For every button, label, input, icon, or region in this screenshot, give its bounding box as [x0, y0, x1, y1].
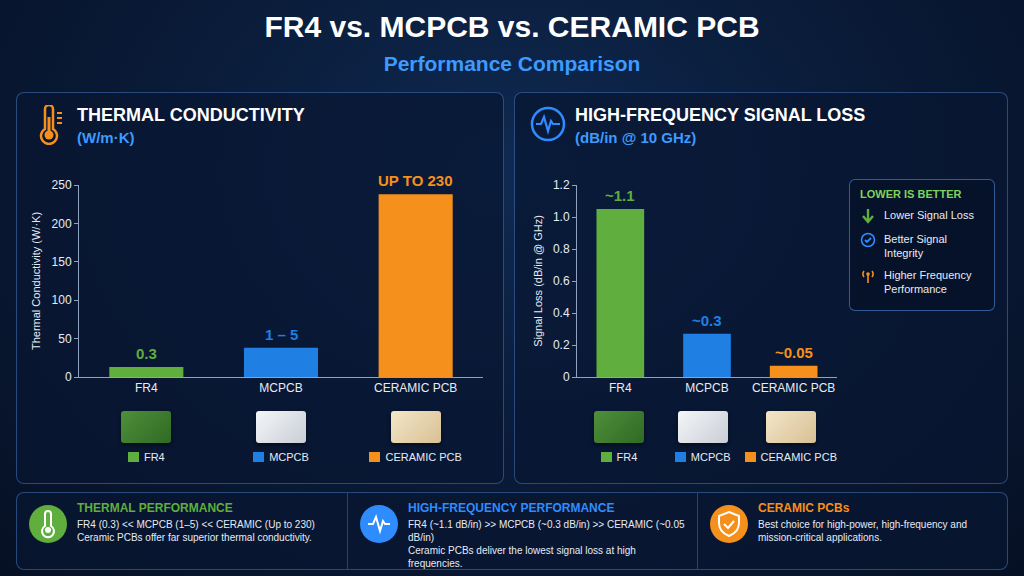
html-text:FR4 vs. MCPCB vs. CERAMIC PCB: FR4 vs. MCPCB vs. CERAMIC PCB — [264, 10, 760, 43]
html-text:Performance Comparison: Performance Comparison — [383, 52, 641, 75]
svg-text:100: 100 — [52, 293, 72, 307]
html-text:Lower Signal Loss: Lower Signal Loss — [884, 209, 974, 221]
html-text:(W/m·K): (W/m·K) — [77, 129, 135, 146]
html-text:Best choice for high-power, hi: Best choice for high-power, high-frequen… — [758, 519, 967, 543]
svg-text:0.4: 0.4 — [553, 306, 570, 320]
html-text:FR4: FR4 — [143, 451, 165, 463]
svg-text:150: 150 — [52, 255, 72, 269]
html-text:MCPCB: MCPCB — [269, 451, 309, 463]
html-text:CERAMIC PCB: CERAMIC PCB — [760, 451, 837, 463]
html-text:LOWER IS BETTER: LOWER IS BETTER — [860, 188, 962, 200]
html-text:THERMAL CONDUCTIVITY: THERMAL CONDUCTIVITY — [77, 105, 305, 125]
svg-text:MCPCB: MCPCB — [685, 381, 728, 395]
html-text:THERMAL PERFORMANCE: THERMAL PERFORMANCE — [77, 501, 233, 515]
html-text:HIGH-FREQUENCY PERFORMANCE: HIGH-FREQUENCY PERFORMANCE — [408, 501, 615, 515]
html-text:Ceramic PCBs offer far superio: Ceramic PCBs offer far superior thermal … — [77, 532, 312, 543]
svg-text:0: 0 — [65, 370, 72, 384]
html-text:MCPCB: MCPCB — [690, 451, 731, 463]
svg-text:250: 250 — [52, 178, 72, 192]
html-text:FR4 (~1.1 dB/in) >> MCPCB (~0.: FR4 (~1.1 dB/in) >> MCPCB (~0.3 dB/in) >… — [408, 519, 685, 543]
svg-text:50: 50 — [58, 332, 72, 346]
html-text:FR4 (0.3) << MCPCB (1–5) << CE: FR4 (0.3) << MCPCB (1–5) << CERAMIC (Up … — [77, 519, 315, 530]
svg-text:0.8: 0.8 — [553, 242, 570, 256]
svg-text:~0.3: ~0.3 — [692, 312, 722, 329]
svg-text:MCPCB: MCPCB — [259, 381, 302, 395]
svg-text:0.6: 0.6 — [553, 274, 570, 288]
svg-text:~1.1: ~1.1 — [605, 187, 635, 204]
svg-text:CERAMIC PCB: CERAMIC PCB — [752, 381, 835, 395]
svg-text:FR4: FR4 — [609, 381, 632, 395]
svg-text:0.2: 0.2 — [553, 338, 570, 352]
svg-text:CERAMIC PCB: CERAMIC PCB — [374, 381, 457, 395]
html-text:FR4: FR4 — [616, 451, 638, 463]
svg-text:Thermal Conductivity (W/·K): Thermal Conductivity (W/·K) — [30, 212, 42, 350]
html-text:CERAMIC PCBs: CERAMIC PCBs — [758, 501, 850, 515]
html-text:CERAMIC PCB: CERAMIC PCB — [385, 451, 462, 463]
html-text:(dB/in @ 10 GHz): (dB/in @ 10 GHz) — [575, 129, 697, 146]
svg-text:0.3: 0.3 — [136, 345, 157, 362]
html-text:Ceramic PCBs deliver the lowes: Ceramic PCBs deliver the lowest signal l… — [408, 545, 636, 569]
svg-text:1 – 5: 1 – 5 — [265, 326, 298, 343]
svg-text:UP TO 230: UP TO 230 — [378, 172, 453, 189]
svg-text:FR4: FR4 — [135, 381, 158, 395]
html-text:Higher Frequency Performance: Higher Frequency Performance — [884, 269, 972, 295]
svg-text:1.2: 1.2 — [553, 178, 570, 192]
html-text:HIGH-FREQUENCY SIGNAL LOSS: HIGH-FREQUENCY SIGNAL LOSS — [575, 105, 866, 125]
svg-text:0: 0 — [563, 370, 570, 384]
svg-text:Signal Loss (dB/in @ GHz): Signal Loss (dB/in @ GHz) — [532, 215, 544, 347]
svg-text:200: 200 — [52, 217, 72, 231]
svg-text:~0.05: ~0.05 — [775, 344, 813, 361]
html-text:Better Signal Integrity: Better Signal Integrity — [884, 233, 947, 259]
svg-text:1.0: 1.0 — [553, 210, 570, 224]
